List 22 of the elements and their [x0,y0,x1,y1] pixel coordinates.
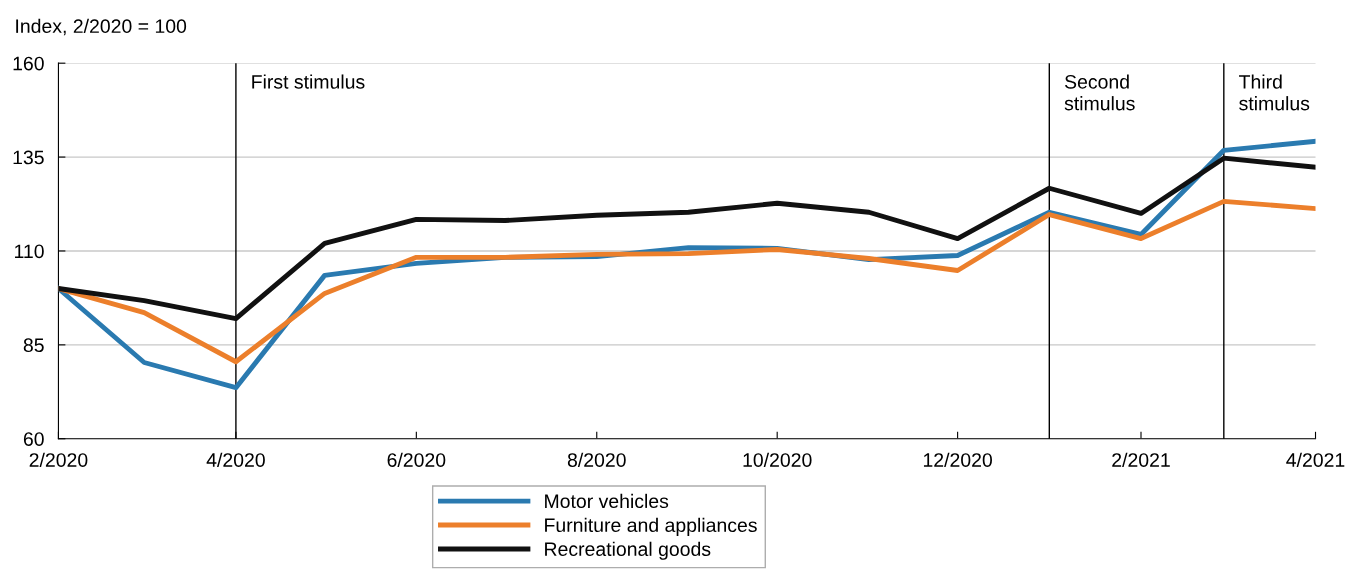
x-tick-label: 2/2021 [1112,452,1170,467]
line-series [58,155,1316,321]
y-tick-label: 60 [23,432,44,446]
legend-label: Recreational goods [545,541,711,560]
y-tick-label: 160 [13,56,44,71]
ref-line-label: Third stimulus [1239,74,1310,111]
ref-line-label: Second stimulus [1064,74,1135,111]
y-tick-label: 110 [15,244,44,259]
y-axis-title: Index, 2/2020 = 100 [16,18,187,36]
y-tick-label: 135 [13,150,44,165]
x-tick-label: 12/2020 [923,452,992,467]
x-tick-label: 2/2020 [29,452,88,467]
x-tick-label: 8/2020 [567,452,626,467]
ref-line-label: First stimulus [252,74,365,89]
legend-label: Furniture and appliances [545,517,757,536]
y-tick-label: 85 [23,338,44,353]
x-tick-label: 4/2021 [1286,452,1345,467]
x-tick-label: 4/2020 [206,452,265,467]
x-tick-label: 6/2020 [387,452,446,467]
x-tick-label: 10/2020 [743,452,812,467]
legend-label: Motor vehicles [545,493,669,509]
line-series [58,198,1316,365]
